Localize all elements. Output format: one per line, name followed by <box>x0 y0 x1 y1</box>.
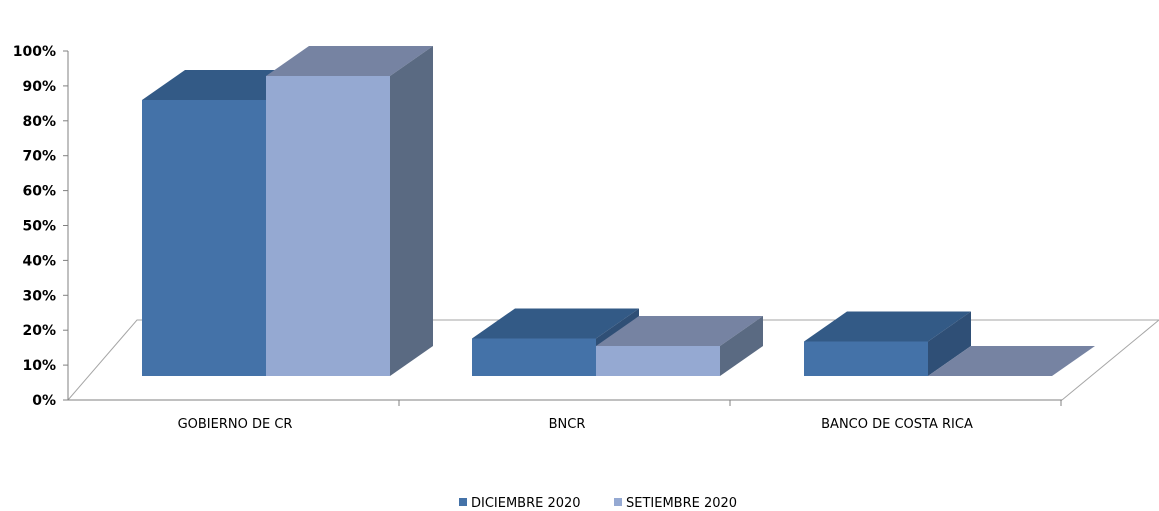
legend-label: DICIEMBRE 2020 <box>471 496 581 511</box>
bar <box>266 46 433 376</box>
x-category-label: GOBIERNO DE CR <box>178 417 293 432</box>
x-category-label: BANCO DE COSTA RICA <box>821 417 973 432</box>
y-tick-label: 80% <box>22 114 56 130</box>
chart-legend: DICIEMBRE 2020 SETIEMBRE 2020 <box>459 496 737 511</box>
chart-axes <box>63 50 1062 406</box>
y-tick-label: 0% <box>32 393 56 409</box>
y-tick-label: 30% <box>22 288 56 304</box>
y-tick-label: 60% <box>22 184 56 200</box>
y-tick-label: 40% <box>22 253 56 269</box>
legend-swatch <box>614 498 622 506</box>
legend-label: SETIEMBRE 2020 <box>626 496 737 511</box>
y-tick-label: 100% <box>13 44 56 60</box>
chart-labels: 0% 10% 20% 30% 40% 50% 60% 70% 80% 90% 100% GOBIERN… <box>13 44 973 432</box>
y-tick-label: 50% <box>22 219 56 235</box>
legend-swatch <box>459 498 467 506</box>
x-category-label: BNCR <box>549 417 586 432</box>
y-tick-label: 10% <box>22 358 56 374</box>
y-tick-label: 20% <box>22 323 56 339</box>
y-tick-label: 70% <box>22 149 56 165</box>
y-tick-label: 90% <box>22 79 56 95</box>
chart-bars <box>142 46 1095 376</box>
bar <box>928 346 1095 376</box>
bar <box>596 316 763 376</box>
bar <box>804 311 971 376</box>
